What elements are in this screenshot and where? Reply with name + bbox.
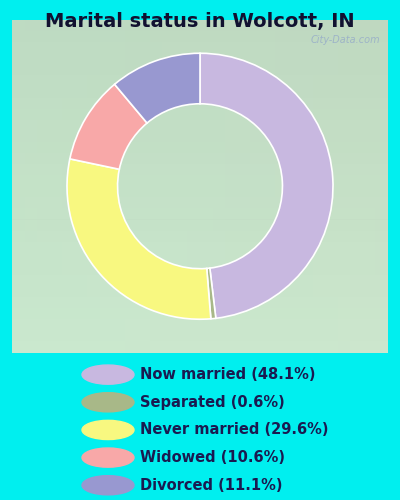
Bar	[12, 220, 388, 230]
Bar	[12, 64, 388, 76]
Circle shape	[82, 392, 134, 412]
Bar	[225, 20, 238, 352]
Bar	[263, 20, 275, 352]
Bar	[50, 20, 62, 352]
Bar	[350, 20, 363, 352]
Bar	[12, 175, 388, 186]
Bar	[12, 208, 388, 220]
Bar	[12, 86, 388, 98]
Circle shape	[82, 365, 134, 384]
Circle shape	[82, 448, 134, 467]
Bar	[12, 131, 388, 142]
Bar	[12, 342, 388, 352]
Bar	[12, 76, 388, 86]
Wedge shape	[70, 84, 147, 170]
Bar	[363, 20, 376, 352]
Wedge shape	[200, 53, 333, 318]
Bar	[12, 108, 388, 120]
Wedge shape	[207, 268, 216, 319]
Bar	[12, 330, 388, 342]
Bar	[12, 297, 388, 308]
Bar	[275, 20, 288, 352]
Bar	[300, 20, 313, 352]
Bar	[313, 20, 325, 352]
Bar	[12, 20, 24, 352]
Bar	[137, 20, 150, 352]
Bar	[100, 20, 112, 352]
Bar	[12, 20, 388, 31]
Bar	[24, 20, 37, 352]
Bar	[12, 142, 388, 153]
Text: Marital status in Wolcott, IN: Marital status in Wolcott, IN	[45, 12, 355, 32]
Bar	[12, 308, 388, 320]
Circle shape	[82, 476, 134, 495]
Bar	[12, 120, 388, 131]
Bar	[12, 42, 388, 53]
Text: Now married (48.1%): Now married (48.1%)	[140, 367, 316, 382]
Text: Widowed (10.6%): Widowed (10.6%)	[140, 450, 285, 465]
Bar	[12, 320, 388, 330]
Bar	[175, 20, 188, 352]
Bar	[12, 98, 388, 108]
Bar	[162, 20, 175, 352]
Bar	[37, 20, 50, 352]
Bar	[325, 20, 338, 352]
Text: City-Data.com: City-Data.com	[310, 35, 380, 45]
Bar	[75, 20, 87, 352]
Bar	[12, 252, 388, 264]
Bar	[200, 20, 212, 352]
Bar	[150, 20, 162, 352]
Bar	[12, 242, 388, 252]
Bar	[112, 20, 125, 352]
Wedge shape	[67, 159, 211, 319]
Bar	[125, 20, 137, 352]
Text: Separated (0.6%): Separated (0.6%)	[140, 395, 285, 410]
Bar	[62, 20, 75, 352]
Bar	[12, 198, 388, 208]
Bar	[250, 20, 263, 352]
Bar	[338, 20, 350, 352]
Bar	[12, 31, 388, 42]
Bar	[188, 20, 200, 352]
Bar	[288, 20, 300, 352]
Bar	[12, 230, 388, 241]
Bar	[87, 20, 100, 352]
Bar	[12, 54, 388, 64]
FancyBboxPatch shape	[12, 20, 388, 352]
Bar	[12, 186, 388, 198]
Bar	[376, 20, 388, 352]
Wedge shape	[114, 53, 200, 123]
Bar	[12, 264, 388, 275]
Text: Never married (29.6%): Never married (29.6%)	[140, 422, 328, 438]
Circle shape	[82, 420, 134, 440]
Bar	[12, 164, 388, 175]
Bar	[12, 275, 388, 286]
Text: Divorced (11.1%): Divorced (11.1%)	[140, 478, 282, 493]
Bar	[12, 286, 388, 297]
Bar	[238, 20, 250, 352]
Bar	[12, 153, 388, 164]
Bar	[212, 20, 225, 352]
